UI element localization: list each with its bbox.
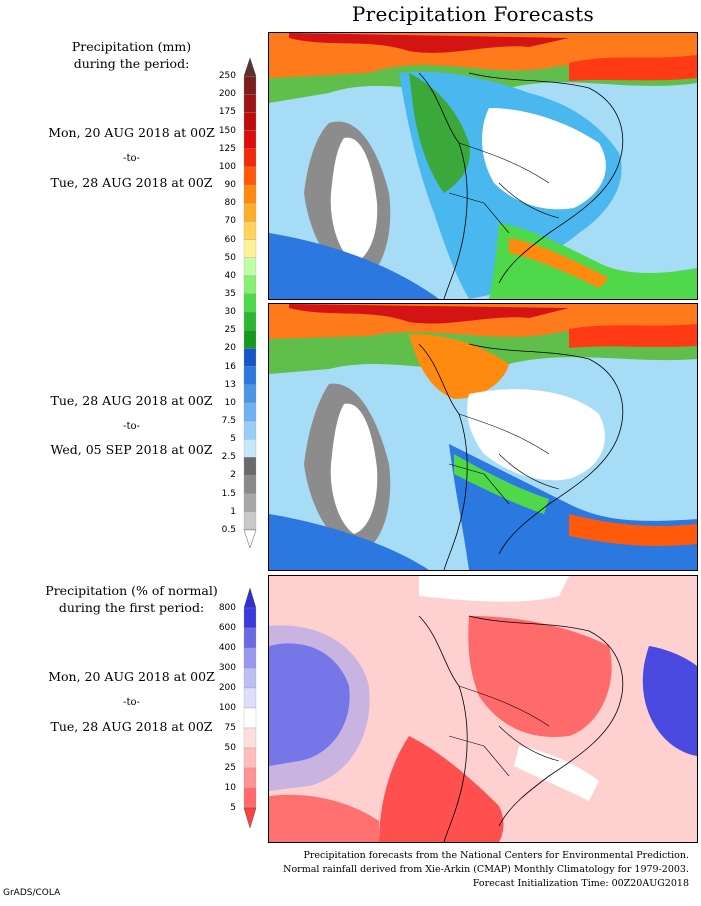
- precip-scale-swatch: [243, 257, 257, 276]
- precip-scale-swatch: [243, 402, 257, 422]
- precip-scale-tick-label: 1: [230, 506, 236, 517]
- precip-scale-tick-label: 20: [224, 343, 236, 354]
- precip-scale-tick-label: 1.5: [221, 488, 236, 499]
- pct-scale-tick-label: 300: [218, 663, 236, 673]
- panel3-heading-line2: during the first period:: [58, 600, 205, 615]
- precip-scale-tick-label: 35: [224, 288, 236, 299]
- precip-scale-tick-label: 0.5: [221, 524, 236, 535]
- pct-scale-tick-label: 100: [218, 703, 236, 713]
- precip-scale-swatch: [243, 94, 257, 113]
- precip-scale-tick-label: 100: [218, 161, 236, 172]
- pct-scale-swatch: [243, 607, 257, 629]
- precip-scale-swatch: [243, 221, 257, 240]
- precip-color-bar: [243, 58, 257, 548]
- pct-scale-tick-label: 400: [218, 643, 236, 653]
- precip-scale-swatch: [243, 311, 257, 331]
- precip-scale-tick-label: 175: [218, 107, 236, 118]
- precip-scale-tick-label: 70: [224, 216, 236, 227]
- pct-scale-swatch: [243, 647, 257, 669]
- precip-scale-swatch: [243, 420, 257, 440]
- precip-scale-swatch: [243, 112, 257, 131]
- precip-scale-swatch: [243, 75, 257, 95]
- panel3-start-date: Mon, 20 AUG 2018 at 00Z: [48, 669, 215, 684]
- precip-scale-swatch: [243, 366, 257, 385]
- precip-scale-tick-label: 80: [224, 198, 236, 209]
- pct-scale-swatch: [243, 787, 257, 809]
- precip-scale-swatch: [243, 511, 257, 531]
- pct-scale-tick-label: 50: [224, 743, 236, 753]
- percent-color-bar: [243, 588, 257, 828]
- panel2-end-date: Wed, 05 SEP 2018 at 00Z: [50, 442, 213, 457]
- precip-scale-tick-label: 60: [224, 234, 236, 245]
- precip-scale-bottom-arrow: [243, 529, 257, 548]
- precip-map-period2: [268, 303, 698, 571]
- precip-scale-swatch: [243, 275, 257, 295]
- pct-scale-swatch: [243, 667, 257, 689]
- pct-scale-top-arrow: [243, 588, 257, 609]
- precip-scale-swatch: [243, 184, 257, 204]
- pct-scale-tick-label: 10: [224, 783, 236, 793]
- precip-scale-tick-label: 150: [218, 125, 236, 136]
- pct-scale-tick-label: 600: [218, 623, 236, 633]
- panel1-heading-line2: during the period:: [73, 56, 190, 71]
- precip-scale-swatch: [243, 475, 257, 494]
- precip-scale-tick-label: 30: [224, 307, 236, 318]
- precip-scale-swatch: [243, 148, 257, 168]
- precip-scale-swatch: [243, 438, 257, 458]
- precip-scale-swatch: [243, 384, 257, 404]
- panel1-end-date: Tue, 28 AUG 2018 at 00Z: [50, 175, 213, 190]
- pct-scale-tick-label: 5: [230, 803, 236, 813]
- pct-scale-swatch: [243, 727, 257, 749]
- precip-scale-tick-label: 2: [230, 470, 236, 481]
- footer-line2: Normal rainfall derived from Xie-Arkin (…: [283, 864, 689, 875]
- precip-scale-swatch: [243, 348, 257, 367]
- panel1-to: -to-: [123, 153, 140, 164]
- precip-scale-tick-label: 125: [218, 143, 236, 154]
- panel1-start-date: Mon, 20 AUG 2018 at 00Z: [48, 125, 215, 140]
- panel3-to: -to-: [123, 697, 140, 708]
- precip-scale-tick-label: 250: [218, 71, 236, 82]
- precip-scale-swatch: [243, 166, 257, 186]
- precip-scale-tick-label: 16: [224, 361, 236, 372]
- pct-scale-tick-label: 25: [224, 763, 236, 773]
- precip-scale-tick-label: 13: [224, 379, 236, 390]
- precip-scale-top-arrow: [243, 58, 257, 77]
- precip-map-period1: [268, 32, 698, 300]
- precip-scale-swatch: [243, 293, 257, 313]
- precip-scale-tick-label: 25: [224, 325, 236, 336]
- pct-scale-swatch: [243, 687, 257, 709]
- panel2-start-date: Tue, 28 AUG 2018 at 00Z: [50, 393, 213, 408]
- panel3-end-date: Tue, 28 AUG 2018 at 00Z: [50, 719, 213, 734]
- page-title: Precipitation Forecasts: [351, 2, 595, 26]
- pct-scale-swatch: [243, 707, 257, 729]
- pct-scale-bottom-arrow: [243, 807, 257, 828]
- precip-scale-swatch: [243, 239, 257, 258]
- pct-scale-tick-label: 200: [218, 683, 236, 693]
- precip-scale-tick-label: 200: [218, 89, 236, 100]
- pct-scale-swatch: [243, 767, 257, 789]
- pct-scale-tick-label: 800: [218, 603, 236, 613]
- precip-scale-swatch: [243, 330, 257, 349]
- credit-label: GrADS/COLA: [3, 888, 61, 898]
- precip-scale-swatch: [243, 457, 257, 476]
- panel1-heading-line1: Precipitation (mm): [71, 39, 192, 54]
- precip-scale-tick-label: 5: [230, 434, 236, 445]
- precip-scale-tick-label: 90: [224, 180, 236, 191]
- pct-scale-swatch: [243, 627, 257, 649]
- precip-scale-swatch: [243, 493, 257, 512]
- precip-scale-tick-label: 40: [224, 270, 236, 281]
- pct-scale-swatch: [243, 747, 257, 769]
- footer-line1: Precipitation forecasts from the Nationa…: [303, 850, 690, 861]
- panel3-heading-line1: Precipitation (% of normal): [45, 583, 218, 598]
- precip-scale-swatch: [243, 203, 257, 222]
- precip-scale-tick-label: 10: [224, 397, 236, 408]
- precip-scale-swatch: [243, 130, 257, 149]
- precip-scale-tick-label: 50: [224, 252, 236, 263]
- pct-scale-tick-label: 75: [224, 723, 236, 733]
- precip-scale-tick-label: 2.5: [221, 452, 236, 463]
- panel2-to: -to-: [123, 421, 140, 432]
- footer-line3: Forecast Initialization Time: 00Z20AUG20…: [472, 878, 689, 889]
- percent-normal-map: [268, 575, 698, 843]
- precip-scale-tick-label: 7.5: [221, 416, 236, 426]
